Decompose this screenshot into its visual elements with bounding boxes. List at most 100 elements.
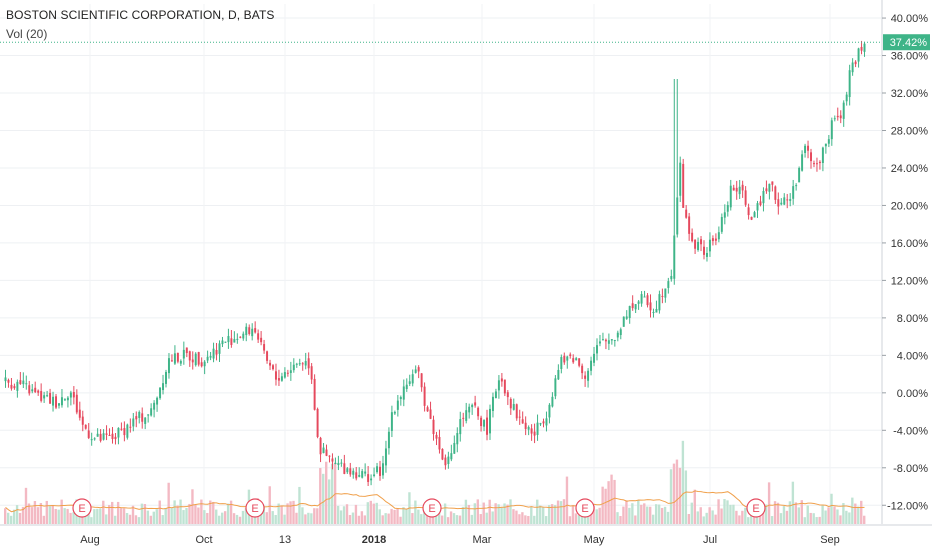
volume-bar [134,515,138,524]
earnings-label: E [251,503,258,515]
candle-body [560,357,563,369]
candle-body [390,412,393,431]
candle-body [670,276,673,280]
volume-bar [119,508,123,524]
volume-bar [524,515,527,524]
volume-bar [726,500,729,524]
volume-bar [640,504,643,524]
volume-bar [319,468,322,524]
candle-body [842,102,845,119]
candle-body [411,374,414,384]
candle-body [337,462,340,466]
candle-body [593,353,596,363]
x-tick-label: 13 [279,534,291,546]
candle-body [545,418,548,426]
candle-body [144,417,147,424]
candle-body [610,339,613,341]
volume-bar [292,500,295,524]
candle-body [78,409,81,418]
volume-bar [809,512,812,524]
candle-body [459,419,462,435]
candle-body [792,186,795,199]
candle-body [735,187,738,192]
volume-bar [170,508,173,524]
candle-body [370,478,373,481]
volume-bar [39,502,43,524]
candle-body [619,329,622,336]
volume-bar [295,512,298,524]
y-tick-label: 0.00% [897,388,928,400]
volume-bar [539,505,542,524]
candle-body [596,345,598,354]
volume-bar [842,503,845,524]
candle-body [257,333,260,340]
volume-bar [651,514,655,524]
candle-body [429,409,432,419]
candle-body [438,436,441,450]
volume-bar [542,507,545,524]
volume-bar [666,511,670,524]
volume-bar [729,504,732,524]
candle-body [590,360,593,371]
volume-bar [244,508,248,524]
candle-body [679,162,682,196]
volume-bar [327,479,331,524]
candle-body [703,246,705,255]
candle-body [277,378,280,381]
candle-body [489,408,491,434]
candle-body [176,352,179,362]
candle-body [697,241,700,250]
candle-body [331,458,334,462]
candle-body [227,336,230,343]
volume-bar [821,504,824,524]
volume-bar [405,509,408,524]
volume-bar [426,515,429,524]
y-tick-label: 4.00% [897,350,928,362]
volume-bar [330,463,334,524]
volume-bar [800,500,803,524]
candle-body [804,145,807,154]
candle-body [248,327,251,334]
candle-body [711,238,714,242]
candle-body [60,397,63,406]
volume-bar [414,500,417,524]
volume-bar [387,513,390,524]
earnings-marker: E [72,498,92,518]
candle-body [810,152,812,162]
volume-bar [723,499,726,524]
candle-body [801,154,804,171]
candle-body [777,199,780,207]
volume-bar [30,507,34,524]
candle-body [465,410,468,421]
candle-body [200,362,203,367]
volume-bar [559,501,563,524]
volume-bar [283,514,286,524]
volume-bar [684,470,688,524]
candle-body [486,417,489,435]
volume-bar [238,516,242,524]
candle-body [494,391,497,398]
volume-bar [586,514,589,524]
volume-bar [693,489,696,524]
candle-body [4,377,7,382]
earnings-circle [72,498,92,518]
volume-bar [111,501,114,524]
volume-legend: Vol (20) [6,27,48,41]
volume-bar [336,505,340,524]
volume-bar [530,506,533,524]
volume-bar [54,508,57,524]
candle-body [209,356,212,358]
candle-body [242,333,245,339]
volume-bar [209,500,212,524]
volume-bar [773,501,777,524]
volume-bar [140,503,144,524]
volume-bar [830,493,833,524]
volume-bar [833,506,836,524]
candle-body [575,358,578,361]
earnings-circle [422,498,442,518]
candle-body [384,448,387,466]
candle-body [613,339,616,341]
candle-body [432,419,435,435]
x-tick-label: Sep [820,534,840,546]
volume-bar [521,512,524,524]
